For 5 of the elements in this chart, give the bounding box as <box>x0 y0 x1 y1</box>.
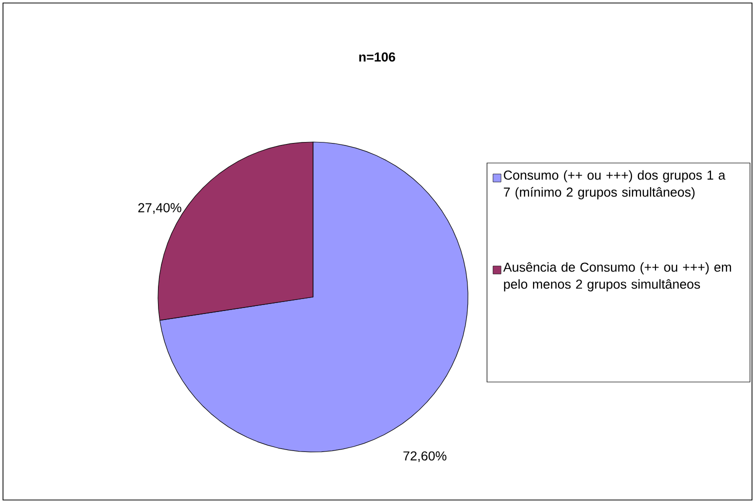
legend-label: Consumo (++ ou +++) dos grupos 1 a 7 (mínimo 2 grupos simultâneos) <box>504 170 726 200</box>
data-label: 27,40% <box>138 203 182 214</box>
legend-label: Ausência de Consumo (++ ou +++) em pelo menos 2 grupos simultâneos <box>503 262 732 292</box>
chart-title: n=106 <box>359 52 396 62</box>
data-label: 72,60% <box>403 451 446 462</box>
